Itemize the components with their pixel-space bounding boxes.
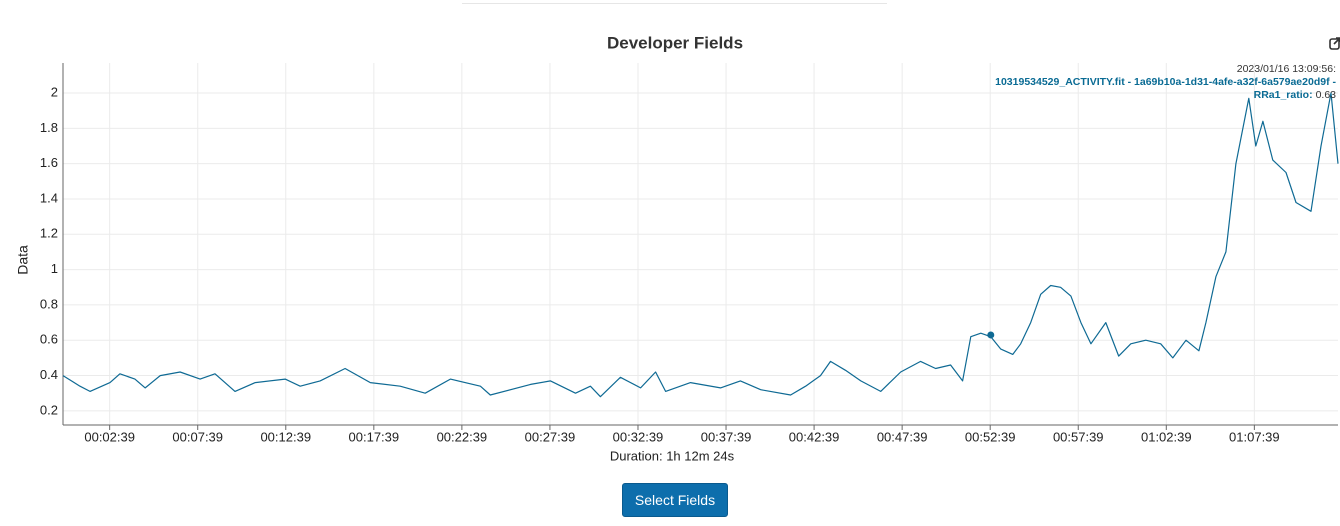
chart: Developer Fields Data Duration: 1h 12m 2… bbox=[15, 3, 1340, 463]
x-tick-label: 00:07:39 bbox=[172, 429, 223, 444]
tooltip-file: 10319534529_ACTIVITY.fit - 1a69b10a-1d31… bbox=[995, 76, 1336, 88]
y-tick-label: 0.2 bbox=[40, 402, 58, 417]
x-tick-label: 00:22:39 bbox=[437, 429, 488, 444]
y-tick-label: 1.2 bbox=[40, 226, 58, 241]
y-tick-label: 1.4 bbox=[40, 190, 58, 205]
x-tick-label: 00:02:39 bbox=[84, 429, 135, 444]
y-tick-label: 2 bbox=[51, 84, 58, 99]
export-icon[interactable] bbox=[1329, 37, 1340, 50]
chart-title: Developer Fields bbox=[607, 33, 743, 52]
x-tick-label: 00:27:39 bbox=[525, 429, 576, 444]
x-tick-label: 01:02:39 bbox=[1141, 429, 1192, 444]
tooltip-time: 2023/01/16 13:09:56: bbox=[1237, 63, 1336, 75]
x-tick-label: 00:42:39 bbox=[789, 429, 840, 444]
y-tick-label: 1 bbox=[51, 261, 58, 276]
x-tick-label: 00:17:39 bbox=[349, 429, 400, 444]
y-tick-label: 0.6 bbox=[40, 332, 58, 347]
x-tick-label: 00:32:39 bbox=[613, 429, 664, 444]
x-tick-label: 00:57:39 bbox=[1053, 429, 1104, 444]
y-tick-label: 1.8 bbox=[40, 120, 58, 135]
x-tick-label: 00:37:39 bbox=[701, 429, 752, 444]
tooltip-value: 0.63 bbox=[1316, 89, 1337, 101]
hover-marker bbox=[987, 331, 995, 339]
y-tick-label: 0.4 bbox=[40, 367, 58, 382]
x-tick-label: 00:52:39 bbox=[965, 429, 1016, 444]
tooltip-field: RRa1_ratio: bbox=[1254, 89, 1313, 101]
y-tick-label: 1.6 bbox=[40, 155, 58, 170]
x-tick-label: 00:47:39 bbox=[877, 429, 928, 444]
x-axis-label: Duration: 1h 12m 24s bbox=[610, 448, 735, 463]
tooltip-value-line: RRa1_ratio: 0.63 bbox=[1254, 89, 1337, 101]
y-axis-label: Data bbox=[15, 245, 31, 275]
data-line bbox=[62, 92, 1339, 398]
x-tick-label: 00:12:39 bbox=[260, 429, 311, 444]
select-fields-button[interactable]: Select Fields bbox=[622, 483, 728, 517]
x-tick-label: 01:07:39 bbox=[1229, 429, 1280, 444]
y-tick-label: 0.8 bbox=[40, 296, 58, 311]
